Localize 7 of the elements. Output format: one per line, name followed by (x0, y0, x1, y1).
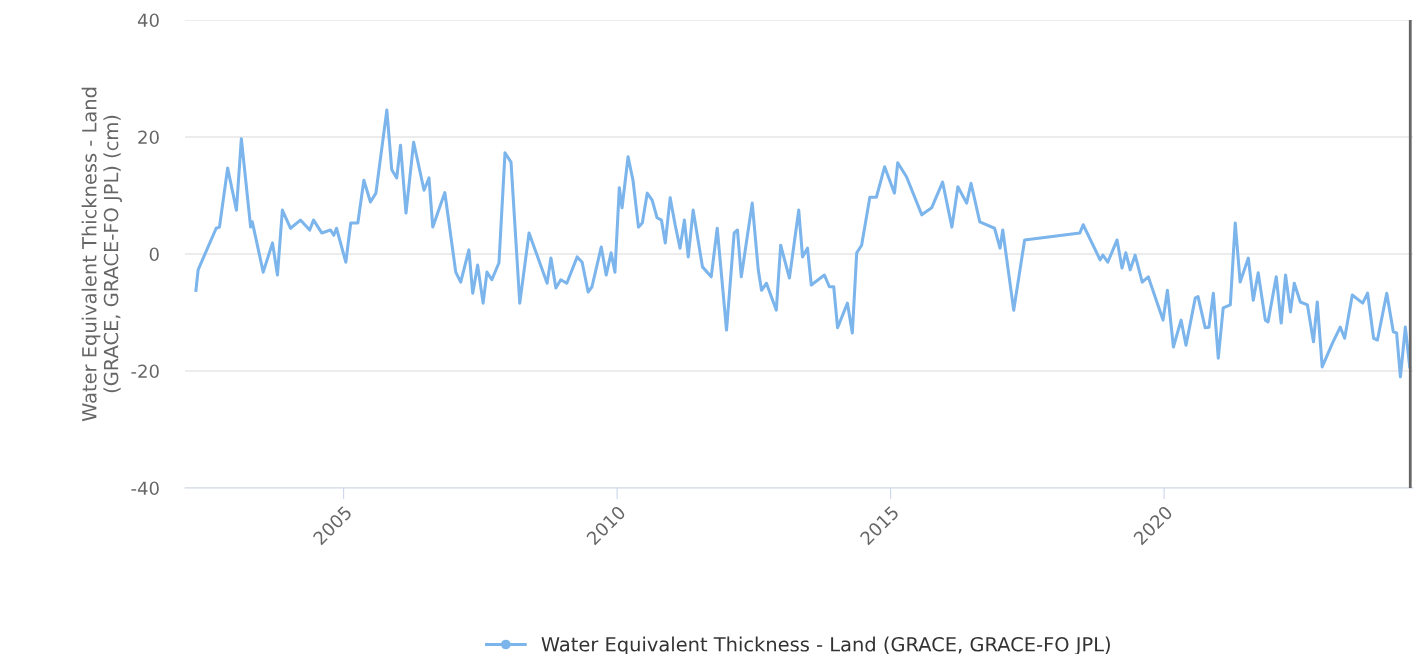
y-tick-label: 0 (149, 247, 159, 262)
y-tick-label: 40 (137, 13, 159, 28)
y-tick-label: -20 (131, 364, 159, 379)
y-axis-title: Water Equivalent Thickness - Land (GRACE, GRACE-FO JPL) (cm) (81, 87, 123, 422)
line-series (194, 108, 1412, 379)
y-tick-label: -40 (131, 481, 159, 496)
y-tick-label: 20 (138, 130, 159, 145)
